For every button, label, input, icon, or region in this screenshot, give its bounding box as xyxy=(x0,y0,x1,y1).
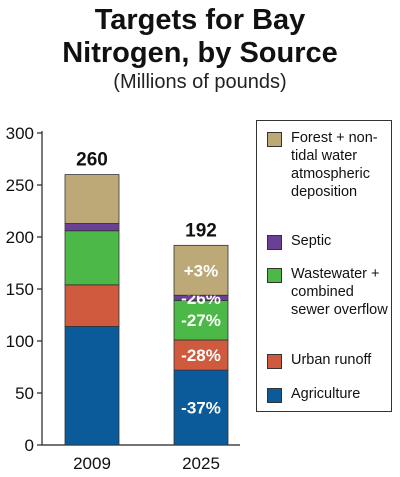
bar-segment-wastewater-combined-sewer-overflow xyxy=(64,230,120,286)
change-label: -27% xyxy=(181,311,221,330)
chart-legend: Forest + non-tidal water atmospheric dep… xyxy=(256,120,392,412)
chart-title-line-1: Targets for Bay xyxy=(94,4,306,36)
y-tick-label: 100 xyxy=(6,332,34,351)
bar-segment-agriculture xyxy=(64,326,120,446)
bar-segment-urban-runoff xyxy=(173,339,229,371)
x-category-label: 2025 xyxy=(182,454,220,473)
change-label: -28% xyxy=(181,346,221,365)
y-tick-label: 150 xyxy=(6,280,34,299)
x-category-label: 2009 xyxy=(73,454,111,473)
bar-segment-forest-non-tidal-water-atmospheric-deposition xyxy=(64,174,120,224)
y-tick-label: 250 xyxy=(6,176,34,195)
y-tick-label: 200 xyxy=(6,228,34,247)
bar-segment-wastewater-combined-sewer-overflow xyxy=(173,300,229,341)
legend-swatch-wastewater xyxy=(267,268,282,283)
bar-total-label: 260 xyxy=(76,150,108,171)
y-tick-label: 50 xyxy=(15,384,34,403)
change-label: -37% xyxy=(181,399,221,418)
change-label: +3% xyxy=(184,261,219,280)
chart-title-line-2: Nitrogen, by Source xyxy=(62,37,338,69)
legend-label-agriculture: Agriculture xyxy=(291,386,361,402)
bar-total-label: 192 xyxy=(185,220,217,241)
bar-segment-forest-non-tidal-water-atmospheric-deposition xyxy=(173,244,229,296)
legend-label-forest: Forest + non-tidal water atmospheric dep… xyxy=(291,130,378,200)
legend-swatch-septic xyxy=(267,235,282,250)
bar-segment-septic xyxy=(64,223,120,232)
legend-label-septic: Septic xyxy=(291,233,332,249)
bar-segment-urban-runoff xyxy=(64,284,120,327)
legend-swatch-urban-runoff xyxy=(267,354,282,369)
y-tick-label: 300 xyxy=(6,124,34,143)
legend-swatch-forest xyxy=(267,132,282,147)
legend-swatch-agriculture xyxy=(267,388,282,403)
legend-label-wastewater: Wastewater + combined sewer overflow xyxy=(291,266,388,318)
legend-label-urban-runoff: Urban runoff xyxy=(291,352,372,368)
chart-subtitle: (Millions of pounds) xyxy=(113,71,287,93)
y-tick-label: 0 xyxy=(25,436,34,455)
bar-segment-agriculture xyxy=(173,369,229,446)
